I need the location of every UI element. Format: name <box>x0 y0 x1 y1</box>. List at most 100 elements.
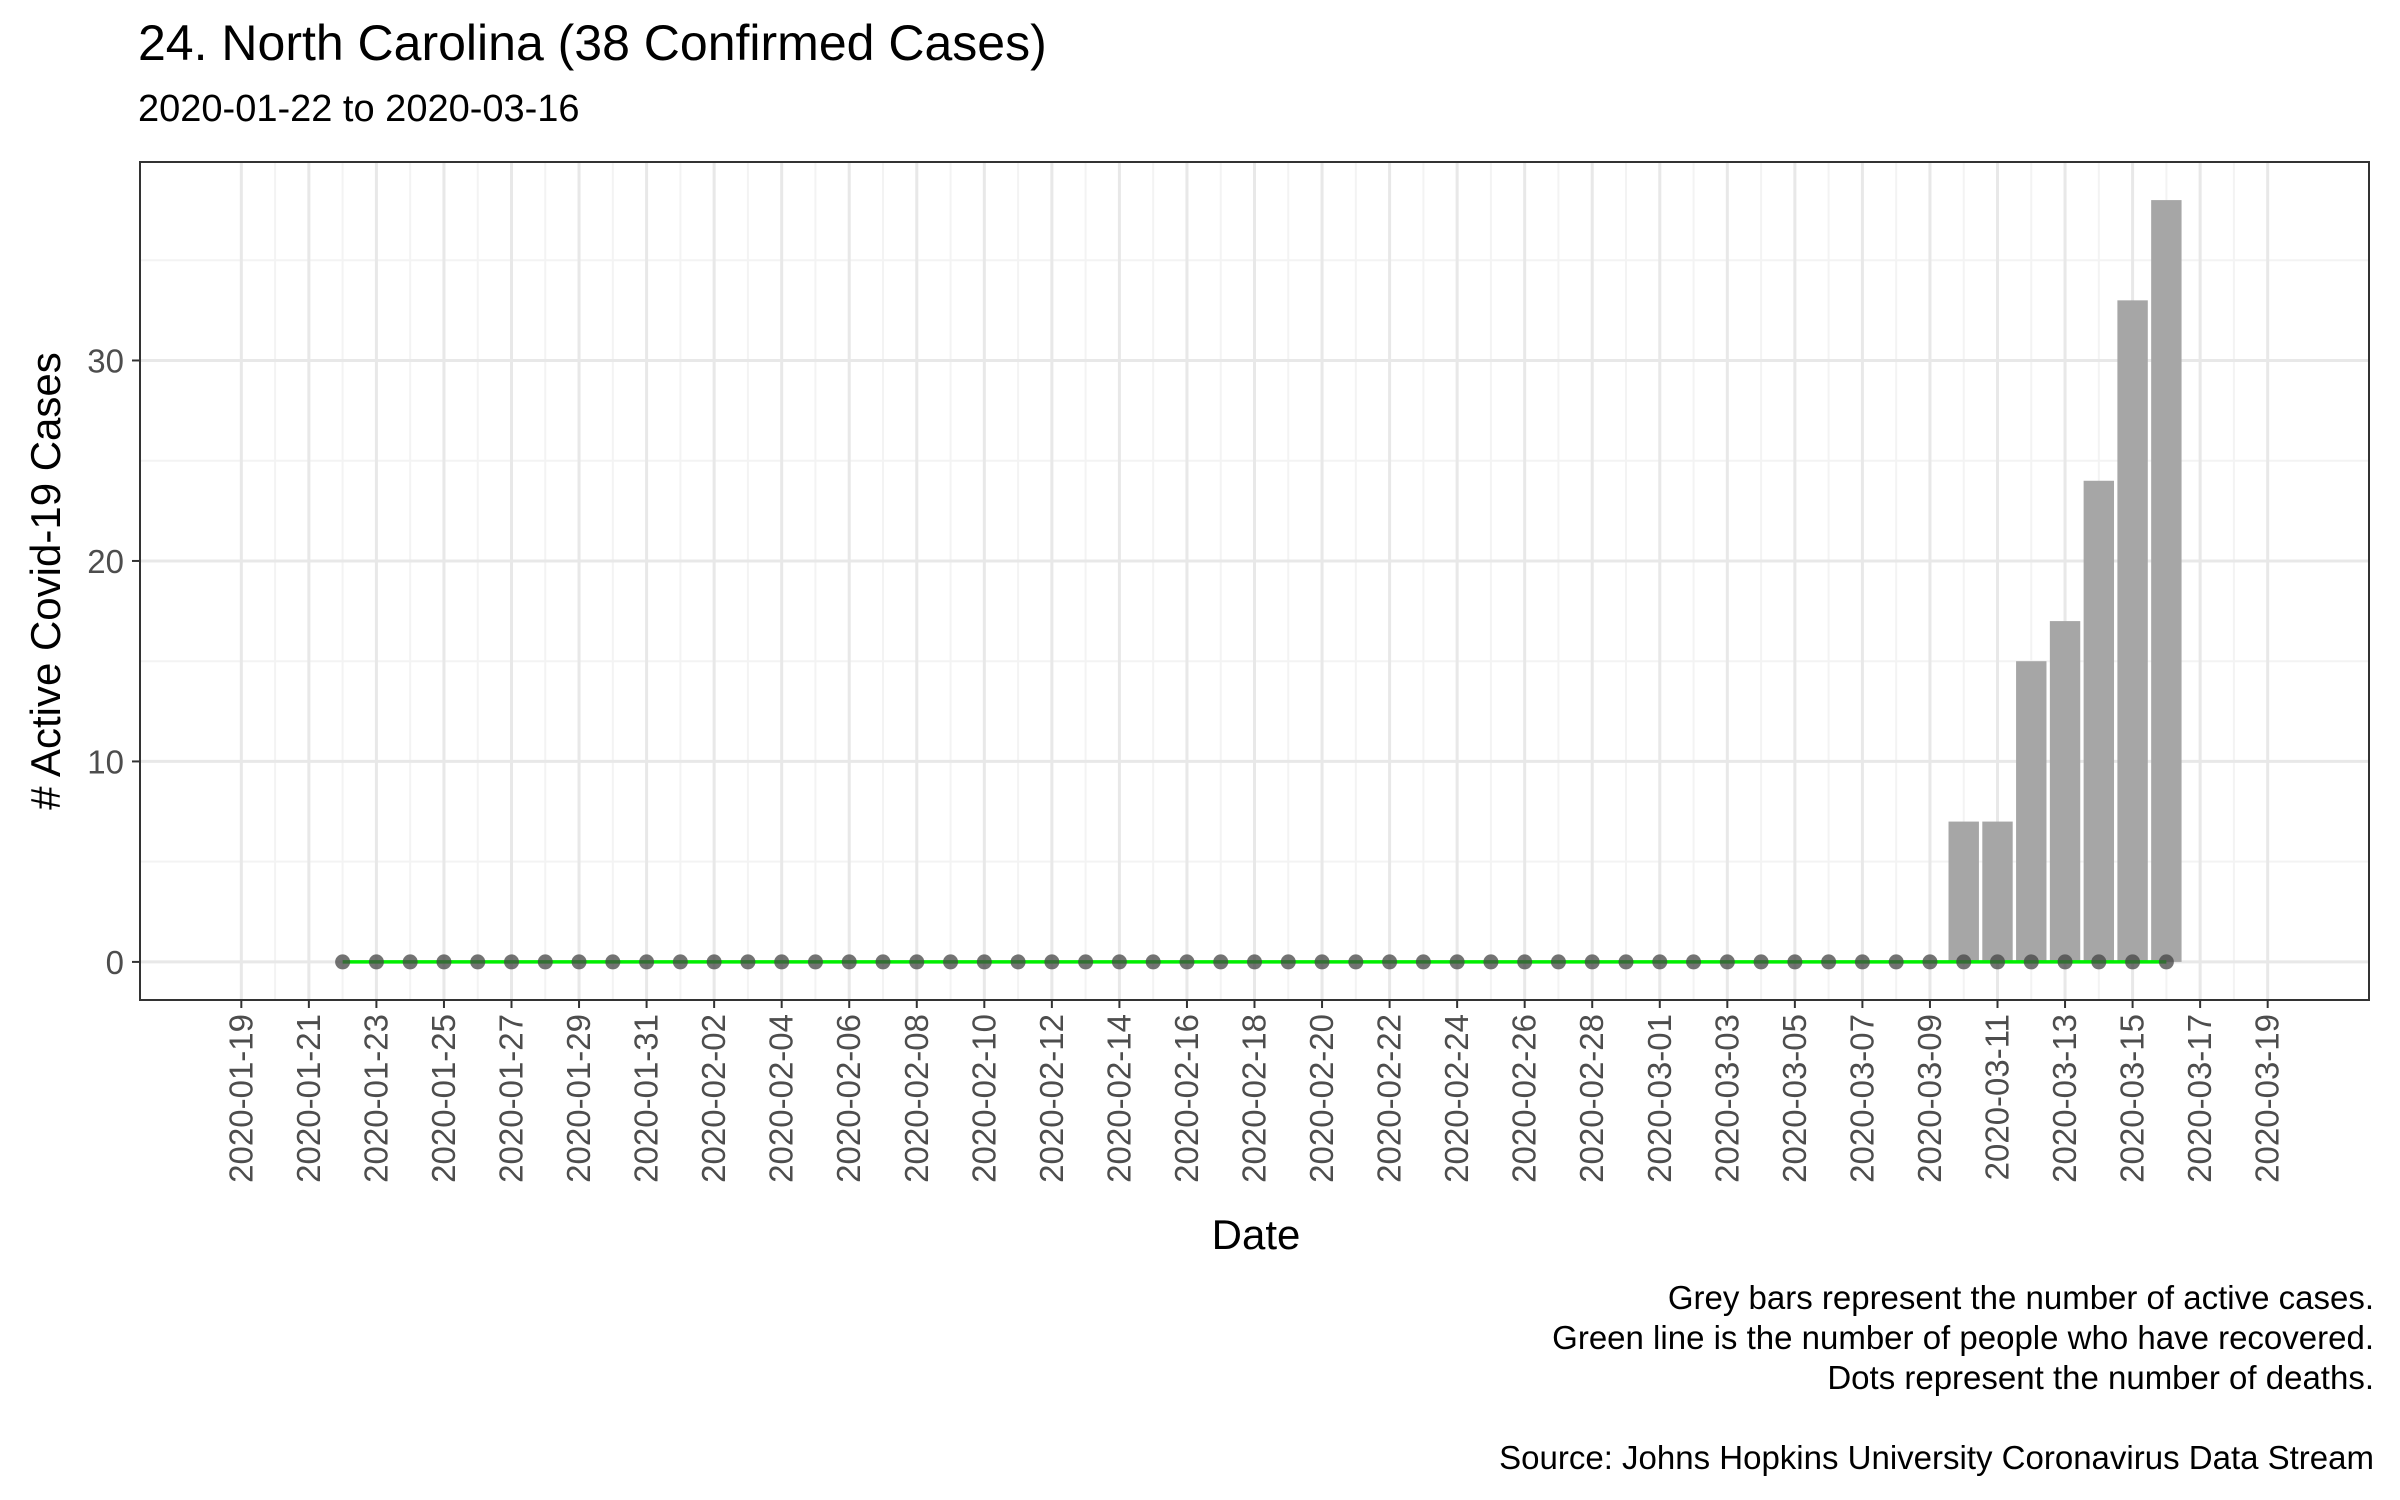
death-dot <box>1483 954 1499 970</box>
death-dot <box>672 954 688 970</box>
caption-spacer <box>1499 1398 2374 1438</box>
death-dot <box>571 954 587 970</box>
y-tick-label: 0 <box>106 944 124 981</box>
death-dot <box>368 954 384 970</box>
death-dot <box>1010 954 1026 970</box>
x-tick-label: 2020-03-09 <box>1911 1014 1948 1183</box>
x-tick-label: 2020-01-31 <box>628 1014 665 1183</box>
axes: 0 10 20 30 2020-01-19 2020-01-21 2020-01-23 202… <box>87 342 2285 1182</box>
death-dot <box>943 954 959 970</box>
caption-line-deaths: Dots represent the number of deaths. <box>1827 1359 2374 1396</box>
death-dot <box>1314 954 1330 970</box>
active-case-bars <box>1948 200 2182 962</box>
x-axis-title: Date <box>1212 1211 1301 1258</box>
x-tick-label: 2020-03-07 <box>1843 1014 1880 1183</box>
x-tick-label: 2020-01-29 <box>560 1014 597 1183</box>
x-tick-label: 2020-02-06 <box>830 1014 867 1183</box>
death-dot <box>1990 954 2005 970</box>
active-bar <box>1948 821 1979 962</box>
active-bar <box>2049 621 2081 962</box>
y-tick-label: 30 <box>87 342 124 379</box>
x-tick-label: 2020-03-03 <box>1708 1014 1745 1183</box>
death-dot <box>841 954 857 970</box>
death-dot <box>1618 954 1634 970</box>
death-dot <box>1787 954 1803 970</box>
death-dot <box>1179 954 1195 970</box>
x-tick-label: 2020-02-04 <box>763 1014 800 1183</box>
chart-caption: Grey bars represent the number of active… <box>1499 1278 2374 1478</box>
death-dot <box>1854 954 1870 970</box>
caption-source: Source: Johns Hopkins University Coronav… <box>1499 1439 2374 1476</box>
active-bar <box>1982 821 2013 962</box>
death-dot <box>1719 954 1735 970</box>
x-tick-label: 2020-01-21 <box>290 1014 327 1183</box>
death-dot <box>875 954 891 970</box>
active-bar <box>2151 200 2182 962</box>
death-dot <box>1247 954 1262 970</box>
death-dot <box>1415 954 1431 970</box>
x-tick-label: 2020-02-24 <box>1438 1014 1475 1183</box>
death-dot <box>1686 954 1702 970</box>
death-dot <box>335 954 351 970</box>
x-tick-label: 2020-02-28 <box>1573 1014 1610 1183</box>
death-dot <box>909 954 925 970</box>
death-dot <box>470 954 486 970</box>
death-dot <box>1348 954 1364 970</box>
death-dot <box>1111 954 1127 970</box>
x-tick-label: 2020-03-11 <box>1979 1014 2016 1180</box>
death-dot <box>2023 954 2039 970</box>
death-dot <box>1078 954 1094 970</box>
death-dot <box>2125 954 2141 970</box>
death-dot <box>976 954 992 970</box>
death-dot <box>2158 954 2174 970</box>
x-tick-label: 2020-02-26 <box>1506 1014 1543 1183</box>
x-tick-label: 2020-03-19 <box>2249 1014 2286 1183</box>
death-dot <box>807 954 823 970</box>
x-tick-label: 2020-02-22 <box>1371 1014 1408 1183</box>
death-dot <box>740 954 756 970</box>
x-tick-label: 2020-01-23 <box>357 1014 394 1183</box>
death-dot <box>1044 954 1060 970</box>
death-dot <box>402 954 418 970</box>
x-tick-label: 2020-02-14 <box>1100 1014 1137 1183</box>
x-tick-label: 2020-01-27 <box>493 1014 530 1183</box>
death-dot <box>1550 954 1566 970</box>
death-dot <box>1145 954 1161 970</box>
death-dot <box>1382 954 1398 970</box>
death-dot <box>774 954 790 970</box>
death-dot <box>537 954 553 970</box>
death-dot <box>605 954 621 970</box>
death-dot <box>1213 954 1229 970</box>
death-dot <box>1449 954 1465 970</box>
caption-line-bars: Grey bars represent the number of active… <box>1667 1279 2374 1316</box>
active-bar <box>2083 480 2115 962</box>
x-tick-label: 2020-02-12 <box>1033 1014 1070 1183</box>
death-dots <box>335 954 2174 970</box>
x-tick-label: 2020-02-10 <box>965 1014 1002 1183</box>
x-tick-label: 2020-03-15 <box>2114 1014 2151 1183</box>
x-tick-label: 2020-03-01 <box>1641 1014 1678 1183</box>
x-tick-label: 2020-02-08 <box>898 1014 935 1183</box>
death-dot <box>1753 954 1769 970</box>
active-cases-chart: 0 10 20 30 2020-01-19 2020-01-21 2020-01-23 202… <box>22 161 2370 1258</box>
death-dot <box>436 954 452 970</box>
death-dot <box>1584 954 1600 970</box>
active-bar <box>2016 661 2047 962</box>
x-tick-label: 2020-03-17 <box>2181 1014 2218 1183</box>
death-dot <box>1517 954 1533 970</box>
chart-subtitle: 2020-01-22 to 2020-03-16 <box>138 88 580 130</box>
death-dot <box>706 954 722 970</box>
y-tick-label: 20 <box>87 543 124 580</box>
death-dot <box>1888 954 1904 970</box>
caption-line-recovered: Green line is the number of people who h… <box>1552 1319 2374 1356</box>
death-dot <box>1922 954 1938 970</box>
death-dot <box>504 954 519 970</box>
x-tick-label: 2020-01-25 <box>425 1014 462 1183</box>
death-dot <box>1652 954 1668 970</box>
y-tick-label: 10 <box>87 743 124 780</box>
x-tick-label: 2020-01-19 <box>222 1014 259 1183</box>
death-dot <box>1956 954 1972 970</box>
death-dot <box>639 954 655 970</box>
death-dot <box>2091 954 2107 970</box>
x-tick-label: 2020-03-05 <box>1776 1014 1813 1183</box>
